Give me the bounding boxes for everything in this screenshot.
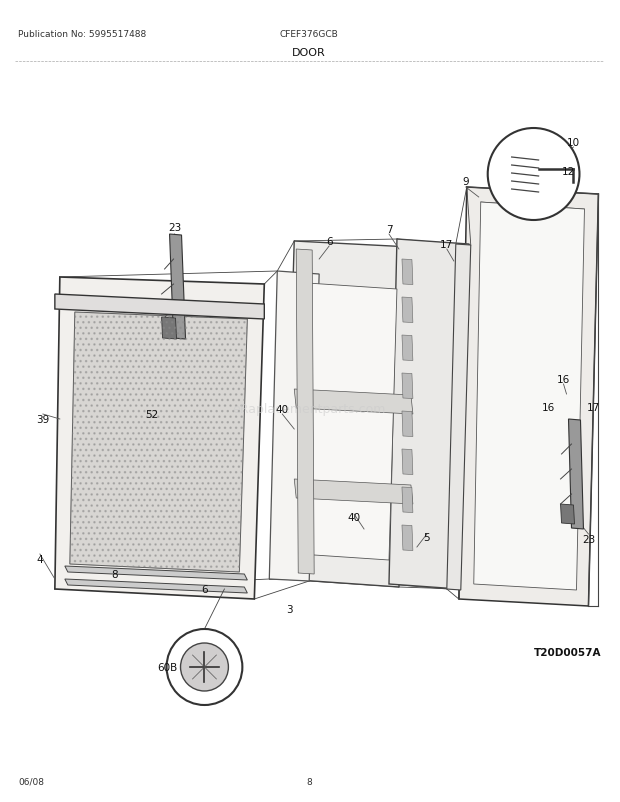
- Text: Publication No: 5995517488: Publication No: 5995517488: [18, 30, 146, 39]
- Text: 60B: 60B: [157, 662, 178, 672]
- Text: 52: 52: [145, 410, 158, 419]
- Text: 4: 4: [37, 554, 43, 565]
- Polygon shape: [65, 579, 247, 593]
- Text: 3: 3: [286, 604, 293, 614]
- Polygon shape: [162, 318, 177, 339]
- Text: eRaplacementparts.com: eRaplacementparts.com: [232, 403, 386, 416]
- Text: 5: 5: [423, 533, 430, 542]
- Text: 8: 8: [112, 569, 118, 579]
- Text: 6: 6: [201, 585, 208, 594]
- Polygon shape: [402, 298, 413, 323]
- Polygon shape: [402, 525, 413, 551]
- Polygon shape: [402, 260, 413, 286]
- Text: 17: 17: [587, 403, 600, 412]
- Text: 40: 40: [276, 404, 289, 415]
- Text: 7: 7: [386, 225, 392, 235]
- Polygon shape: [389, 240, 469, 589]
- Text: 12: 12: [562, 167, 575, 176]
- Text: 40: 40: [347, 512, 361, 522]
- Text: 16: 16: [557, 375, 570, 384]
- Polygon shape: [294, 480, 413, 504]
- Text: 8: 8: [306, 777, 312, 786]
- Polygon shape: [169, 235, 185, 339]
- Polygon shape: [560, 504, 575, 525]
- Polygon shape: [296, 249, 314, 574]
- Text: 9: 9: [463, 176, 469, 187]
- Polygon shape: [70, 313, 247, 573]
- Polygon shape: [402, 488, 413, 512]
- Polygon shape: [299, 284, 397, 561]
- Polygon shape: [447, 245, 471, 590]
- Text: 17: 17: [440, 240, 453, 249]
- Polygon shape: [284, 241, 411, 587]
- Polygon shape: [474, 203, 585, 590]
- Text: T20D0057A: T20D0057A: [534, 647, 601, 657]
- Text: DOOR: DOOR: [292, 48, 326, 58]
- Text: CFEF376GCB: CFEF376GCB: [280, 30, 339, 39]
- Polygon shape: [402, 374, 413, 399]
- Text: 10: 10: [567, 138, 580, 148]
- Polygon shape: [65, 566, 247, 581]
- Text: 23: 23: [168, 223, 181, 233]
- Polygon shape: [569, 419, 583, 529]
- Polygon shape: [269, 272, 319, 581]
- Text: 06/08: 06/08: [18, 777, 44, 786]
- Text: 16: 16: [542, 403, 555, 412]
- Polygon shape: [402, 411, 413, 437]
- Circle shape: [488, 129, 580, 221]
- Text: 23: 23: [582, 534, 595, 545]
- Polygon shape: [55, 294, 264, 320]
- Circle shape: [180, 643, 228, 691]
- Text: 6: 6: [326, 237, 332, 247]
- Circle shape: [167, 630, 242, 705]
- Text: 39: 39: [36, 415, 50, 424]
- Polygon shape: [55, 277, 264, 599]
- Polygon shape: [294, 390, 413, 415]
- Polygon shape: [402, 449, 413, 475]
- Polygon shape: [402, 335, 413, 361]
- Polygon shape: [459, 188, 598, 606]
